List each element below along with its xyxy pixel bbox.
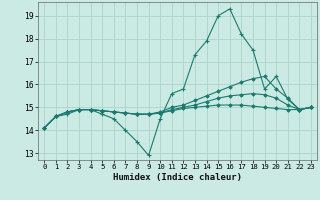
X-axis label: Humidex (Indice chaleur): Humidex (Indice chaleur) [113,173,242,182]
